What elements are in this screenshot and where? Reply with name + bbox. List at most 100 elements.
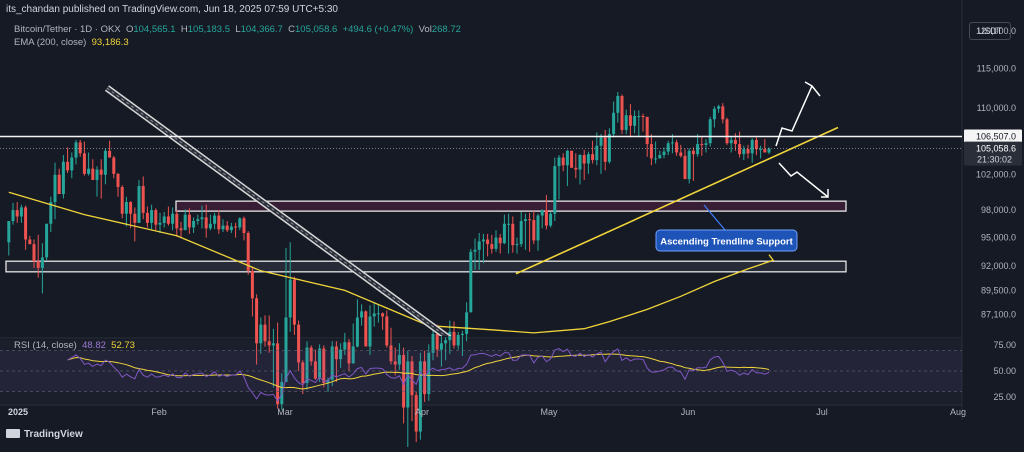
candle-body — [322, 348, 326, 384]
candle-body — [431, 333, 435, 353]
ema200-line — [8, 191, 775, 334]
candle-body — [150, 210, 154, 223]
candle — [649, 134, 653, 166]
bearish-arrow-head — [821, 189, 829, 198]
candle-body — [620, 95, 624, 130]
candle — [137, 179, 141, 223]
candle — [183, 209, 187, 231]
candle — [267, 315, 271, 353]
candle-body — [179, 228, 183, 231]
upper-support-zone — [175, 200, 847, 212]
candle — [519, 211, 523, 247]
candle-body — [616, 95, 620, 113]
time-axis: 2025 Feb Mar Apr May Jun Jul Aug — [8, 407, 966, 417]
candle-body — [725, 119, 729, 144]
candle — [565, 149, 569, 187]
candle-body — [309, 347, 313, 362]
candle — [292, 276, 296, 335]
symbol-label[interactable]: Bitcoin/Tether · 1D · OKX — [14, 24, 121, 35]
candle-body — [61, 161, 65, 195]
tradingview-logo[interactable]: TradingView — [6, 429, 83, 440]
candle-body — [515, 244, 519, 246]
candle — [586, 151, 590, 174]
candle-body — [108, 150, 112, 158]
candle-body — [549, 213, 553, 226]
candle-body — [649, 144, 653, 159]
close-value: 105,058.6 — [295, 24, 338, 35]
price-tick-label: 92,000.0 — [981, 261, 1016, 271]
candle — [452, 321, 456, 349]
candle-body — [473, 249, 477, 252]
candle — [24, 205, 28, 250]
candle-body — [213, 215, 217, 224]
annotation-callout: Ascending Trendline Support — [655, 204, 798, 252]
vol-label: Vol — [418, 24, 432, 35]
candle-body — [91, 168, 95, 180]
publisher-header: its_chandan published on TradingView.com… — [6, 4, 338, 15]
candle — [238, 217, 242, 231]
candle — [200, 205, 204, 229]
tradingview-mark-icon — [6, 429, 20, 438]
candle-body — [313, 361, 317, 379]
candle-body — [637, 116, 641, 118]
candle-body — [670, 142, 674, 144]
candle — [150, 204, 154, 230]
candle — [704, 139, 708, 153]
candle-body — [334, 346, 338, 360]
candle — [473, 238, 477, 270]
candle — [389, 327, 393, 365]
candle — [99, 159, 103, 199]
candle-body — [204, 217, 208, 229]
candle — [171, 207, 175, 231]
candle — [444, 337, 448, 361]
candle — [166, 206, 170, 226]
currency-button[interactable]: USDT — [969, 22, 1011, 40]
candle — [108, 140, 112, 158]
candle-body — [477, 241, 481, 250]
candle-body — [318, 348, 322, 379]
candle-body — [271, 343, 275, 346]
candle-body — [397, 354, 401, 365]
candle — [670, 134, 674, 154]
candle — [662, 147, 666, 159]
candle — [439, 330, 443, 367]
candle-body — [183, 214, 187, 231]
candle-body — [578, 155, 582, 170]
candle — [234, 222, 238, 238]
candle — [103, 148, 107, 185]
rsi-line — [67, 348, 770, 402]
candle-body — [553, 166, 557, 214]
candle — [213, 212, 217, 230]
candle — [61, 155, 65, 199]
candle — [754, 137, 758, 156]
candle-body — [675, 142, 679, 153]
ascending-trendline — [515, 126, 839, 275]
candle-body — [544, 210, 548, 226]
ema-legend[interactable]: EMA (200, close) 93,186.3 — [14, 37, 129, 48]
candle-body — [57, 174, 61, 195]
candle-body — [532, 220, 536, 241]
candle-body — [444, 340, 448, 344]
candle-body — [187, 214, 191, 228]
candle-body — [717, 106, 721, 109]
candle — [381, 312, 385, 330]
candle-body — [225, 225, 229, 231]
candle-body — [570, 150, 574, 168]
candle — [141, 176, 145, 220]
candle — [330, 341, 334, 387]
candle-body — [624, 115, 628, 130]
candle — [162, 211, 166, 228]
candle-body — [700, 144, 704, 146]
candle — [595, 132, 599, 166]
candle-body — [112, 157, 116, 174]
brand-label: TradingView — [24, 429, 83, 440]
candle — [536, 213, 540, 251]
last-price-text: 105,058.6 — [976, 144, 1016, 154]
candle — [305, 341, 309, 390]
rsi-legend[interactable]: RSI (14, close) 48.82 52.73 — [14, 340, 135, 351]
candle — [658, 150, 662, 159]
descending-trendline-center — [106, 87, 447, 336]
candle — [570, 150, 574, 168]
candle — [15, 202, 19, 223]
